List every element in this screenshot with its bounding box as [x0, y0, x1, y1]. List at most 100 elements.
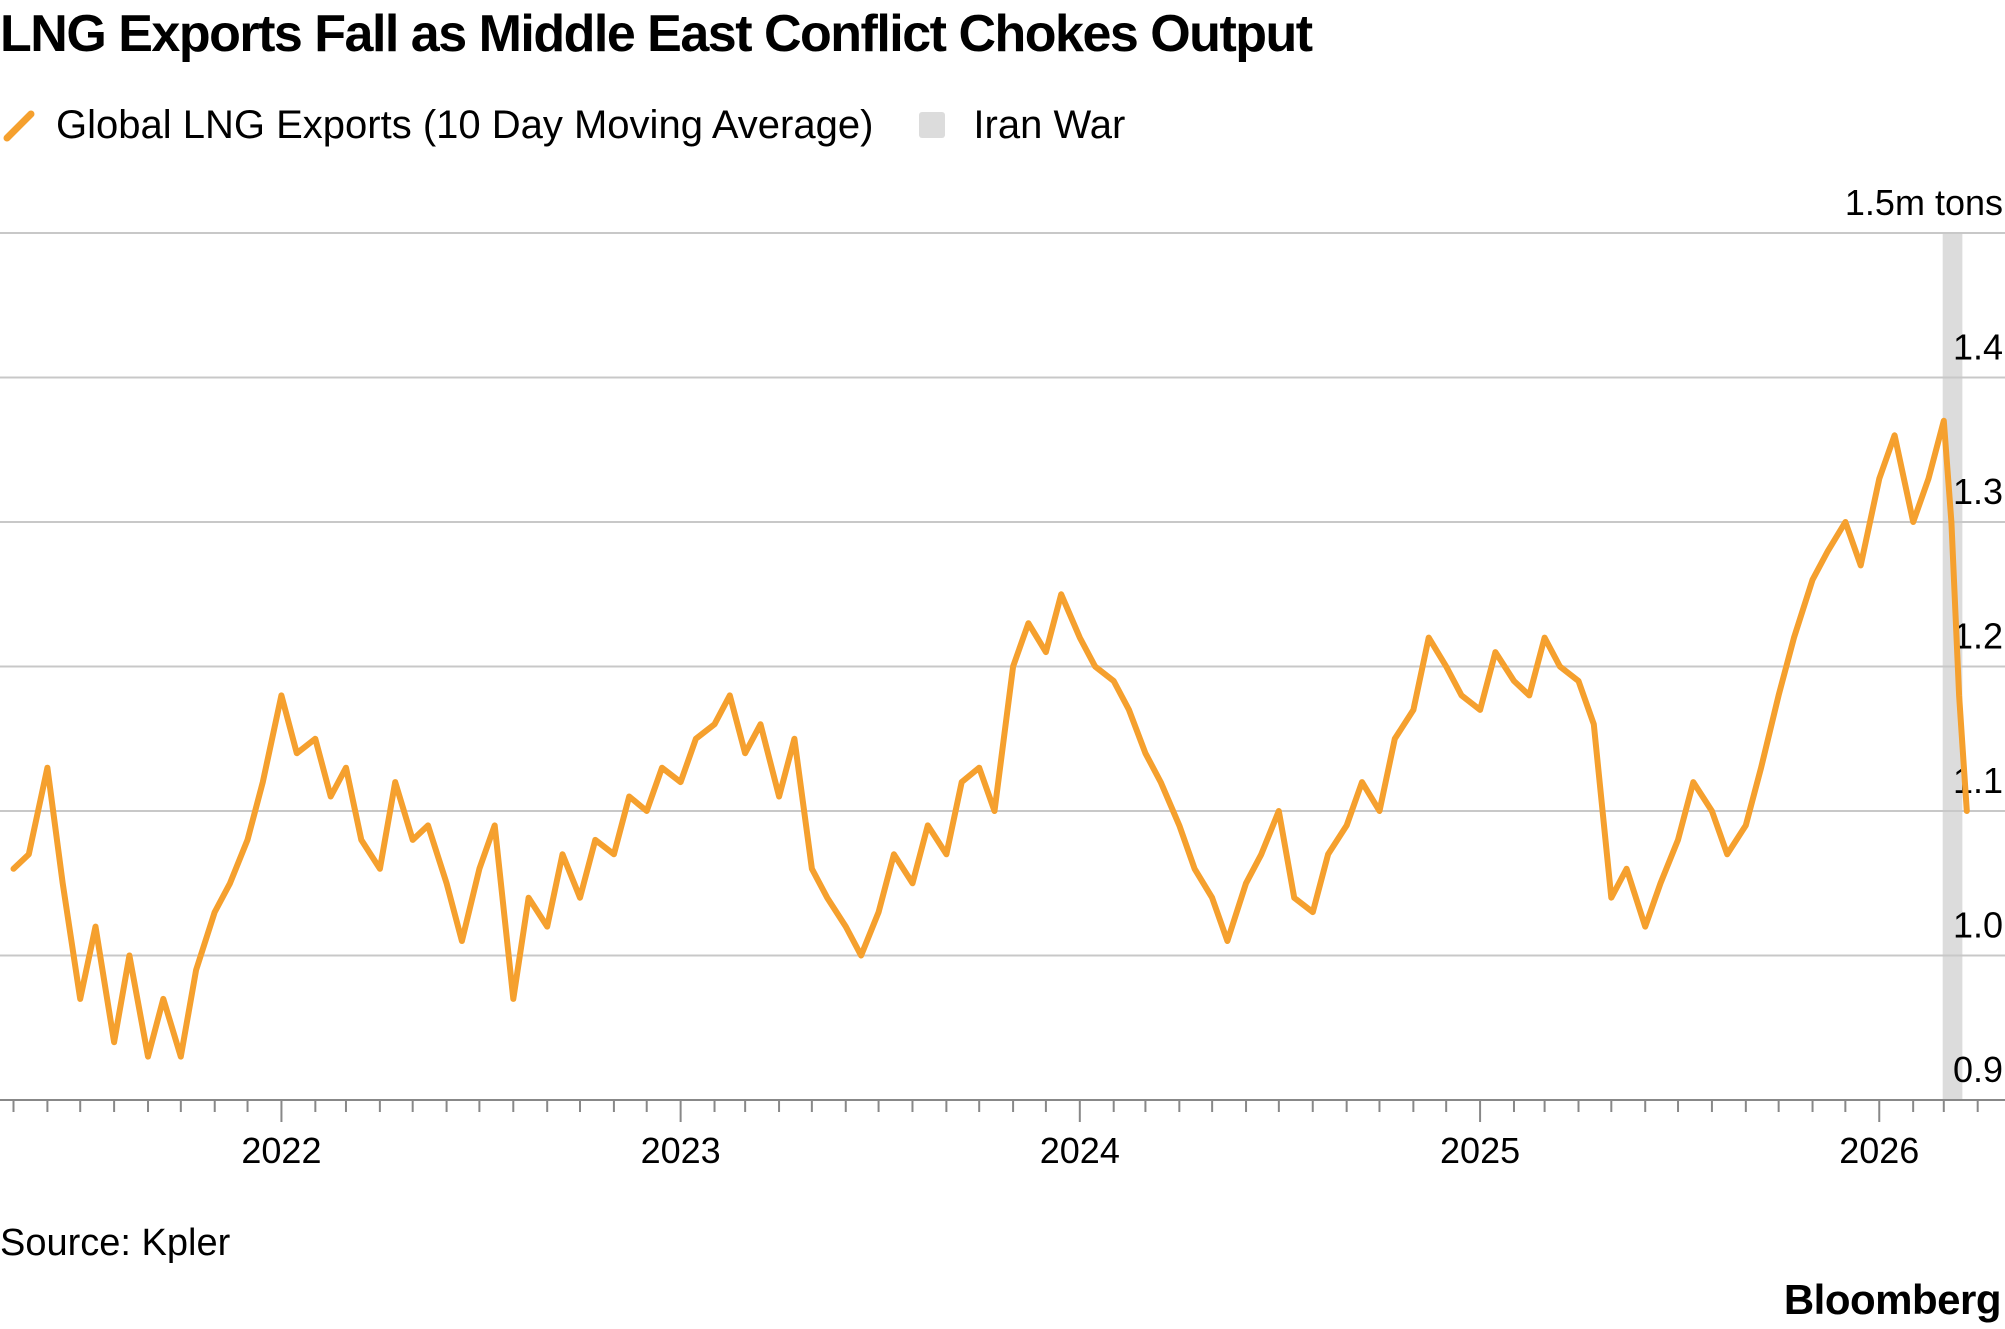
data-point: [1277, 810, 1280, 813]
data-point: [411, 838, 414, 841]
legend-item-band: Iran War: [873, 103, 1125, 148]
x-tick-label: 2022: [241, 1130, 321, 1171]
data-point: [12, 867, 15, 870]
data-point: [1378, 810, 1381, 813]
data-point: [493, 824, 496, 827]
data-point: [892, 853, 895, 856]
y-tick-label: 1.4: [1953, 327, 2003, 368]
data-point: [1677, 838, 1680, 841]
data-point: [394, 781, 397, 784]
data-point: [329, 795, 332, 798]
data-point: [1528, 694, 1531, 697]
y-tick-label: 1.3: [1953, 471, 2003, 512]
data-point: [810, 867, 813, 870]
data-point: [179, 1055, 182, 1058]
data-point: [360, 838, 363, 841]
data-point: [1878, 477, 1881, 480]
data-point: [860, 954, 863, 957]
data-point: [1078, 636, 1081, 639]
data-point: [1178, 824, 1181, 827]
data-point: [728, 694, 731, 697]
data-point: [1479, 708, 1482, 711]
data-point: [1494, 651, 1497, 654]
data-point: [1427, 636, 1430, 639]
data-point: [1327, 853, 1330, 856]
data-point: [1445, 665, 1448, 668]
data-point: [561, 853, 564, 856]
data-point: [113, 1041, 116, 1044]
data-point: [213, 911, 216, 914]
data-point: [445, 882, 448, 885]
data-point: [1393, 737, 1396, 740]
data-point: [594, 838, 597, 841]
data-point: [378, 867, 381, 870]
x-tick-label-layer: 2022 2023 2024 2025 2026: [241, 1130, 1919, 1171]
data-point: [1245, 882, 1248, 885]
data-point: [1610, 896, 1613, 899]
data-point: [94, 925, 97, 928]
data-point: [645, 810, 648, 813]
legend: Global LNG Exports (10 Day Moving Averag…: [0, 98, 1125, 152]
data-point: [1811, 578, 1814, 581]
data-point: [1792, 636, 1795, 639]
data-point: [1577, 679, 1580, 682]
chart-title: LNG Exports Fall as Middle East Conflict…: [0, 5, 1313, 63]
data-point: [1826, 549, 1829, 552]
data-point: [1094, 665, 1097, 668]
data-point: [27, 853, 30, 856]
data-point: [1912, 521, 1915, 524]
data-point: [1060, 593, 1063, 596]
data-point: [945, 853, 948, 856]
data-point: [1044, 651, 1047, 654]
data-point: [1965, 810, 1968, 813]
x-tick-label: 2025: [1440, 1130, 1520, 1171]
data-point: [1144, 752, 1147, 755]
data-point: [1027, 622, 1030, 625]
data-point: [1844, 521, 1847, 524]
data-point: [793, 737, 796, 740]
data-point: [1927, 477, 1930, 480]
data-point: [1558, 665, 1561, 668]
source-note: Source: Kpler: [0, 1222, 231, 1264]
data-point: [844, 925, 847, 928]
data-point: [1760, 766, 1763, 769]
data-point: [679, 781, 682, 784]
data-point: [1311, 911, 1314, 914]
data-point: [1159, 781, 1162, 784]
data-point: [512, 997, 515, 1000]
series-line-0: [10, 417, 1970, 1060]
data-point: [344, 766, 347, 769]
data-point: [579, 896, 582, 899]
data-point: [1360, 781, 1363, 784]
data-point: [628, 795, 631, 798]
legend-band-label: Iran War: [973, 102, 1126, 147]
data-point: [280, 694, 283, 697]
data-point: [195, 968, 198, 971]
y-tick-label: 0.9: [1953, 1049, 2003, 1090]
data-point: [1710, 810, 1713, 813]
square-swatch-icon: [919, 112, 946, 138]
y-tick-label: 1.1: [1953, 760, 2003, 801]
data-point: [79, 997, 82, 1000]
data-point: [1859, 564, 1862, 567]
data-point: [1512, 679, 1515, 682]
data-point: [1942, 419, 1945, 422]
data-point: [246, 838, 249, 841]
data-point: [1592, 723, 1595, 726]
data-point: [314, 737, 317, 740]
data-point: [426, 824, 429, 827]
legend-series-label: Global LNG Exports (10 Day Moving Averag…: [56, 102, 874, 147]
gridline-layer: [0, 232, 2005, 957]
data-point: [612, 853, 615, 856]
data-point: [229, 882, 232, 885]
data-point: [1112, 679, 1115, 682]
data-point: [546, 925, 549, 928]
data-point: [1345, 824, 1348, 827]
data-point: [1128, 708, 1131, 711]
data-point: [162, 997, 165, 1000]
y-tick-label: 1.2: [1953, 616, 2003, 657]
data-point: [478, 867, 481, 870]
data-point: [1211, 896, 1214, 899]
brand-logo: Bloomberg: [1783, 1276, 2002, 1323]
